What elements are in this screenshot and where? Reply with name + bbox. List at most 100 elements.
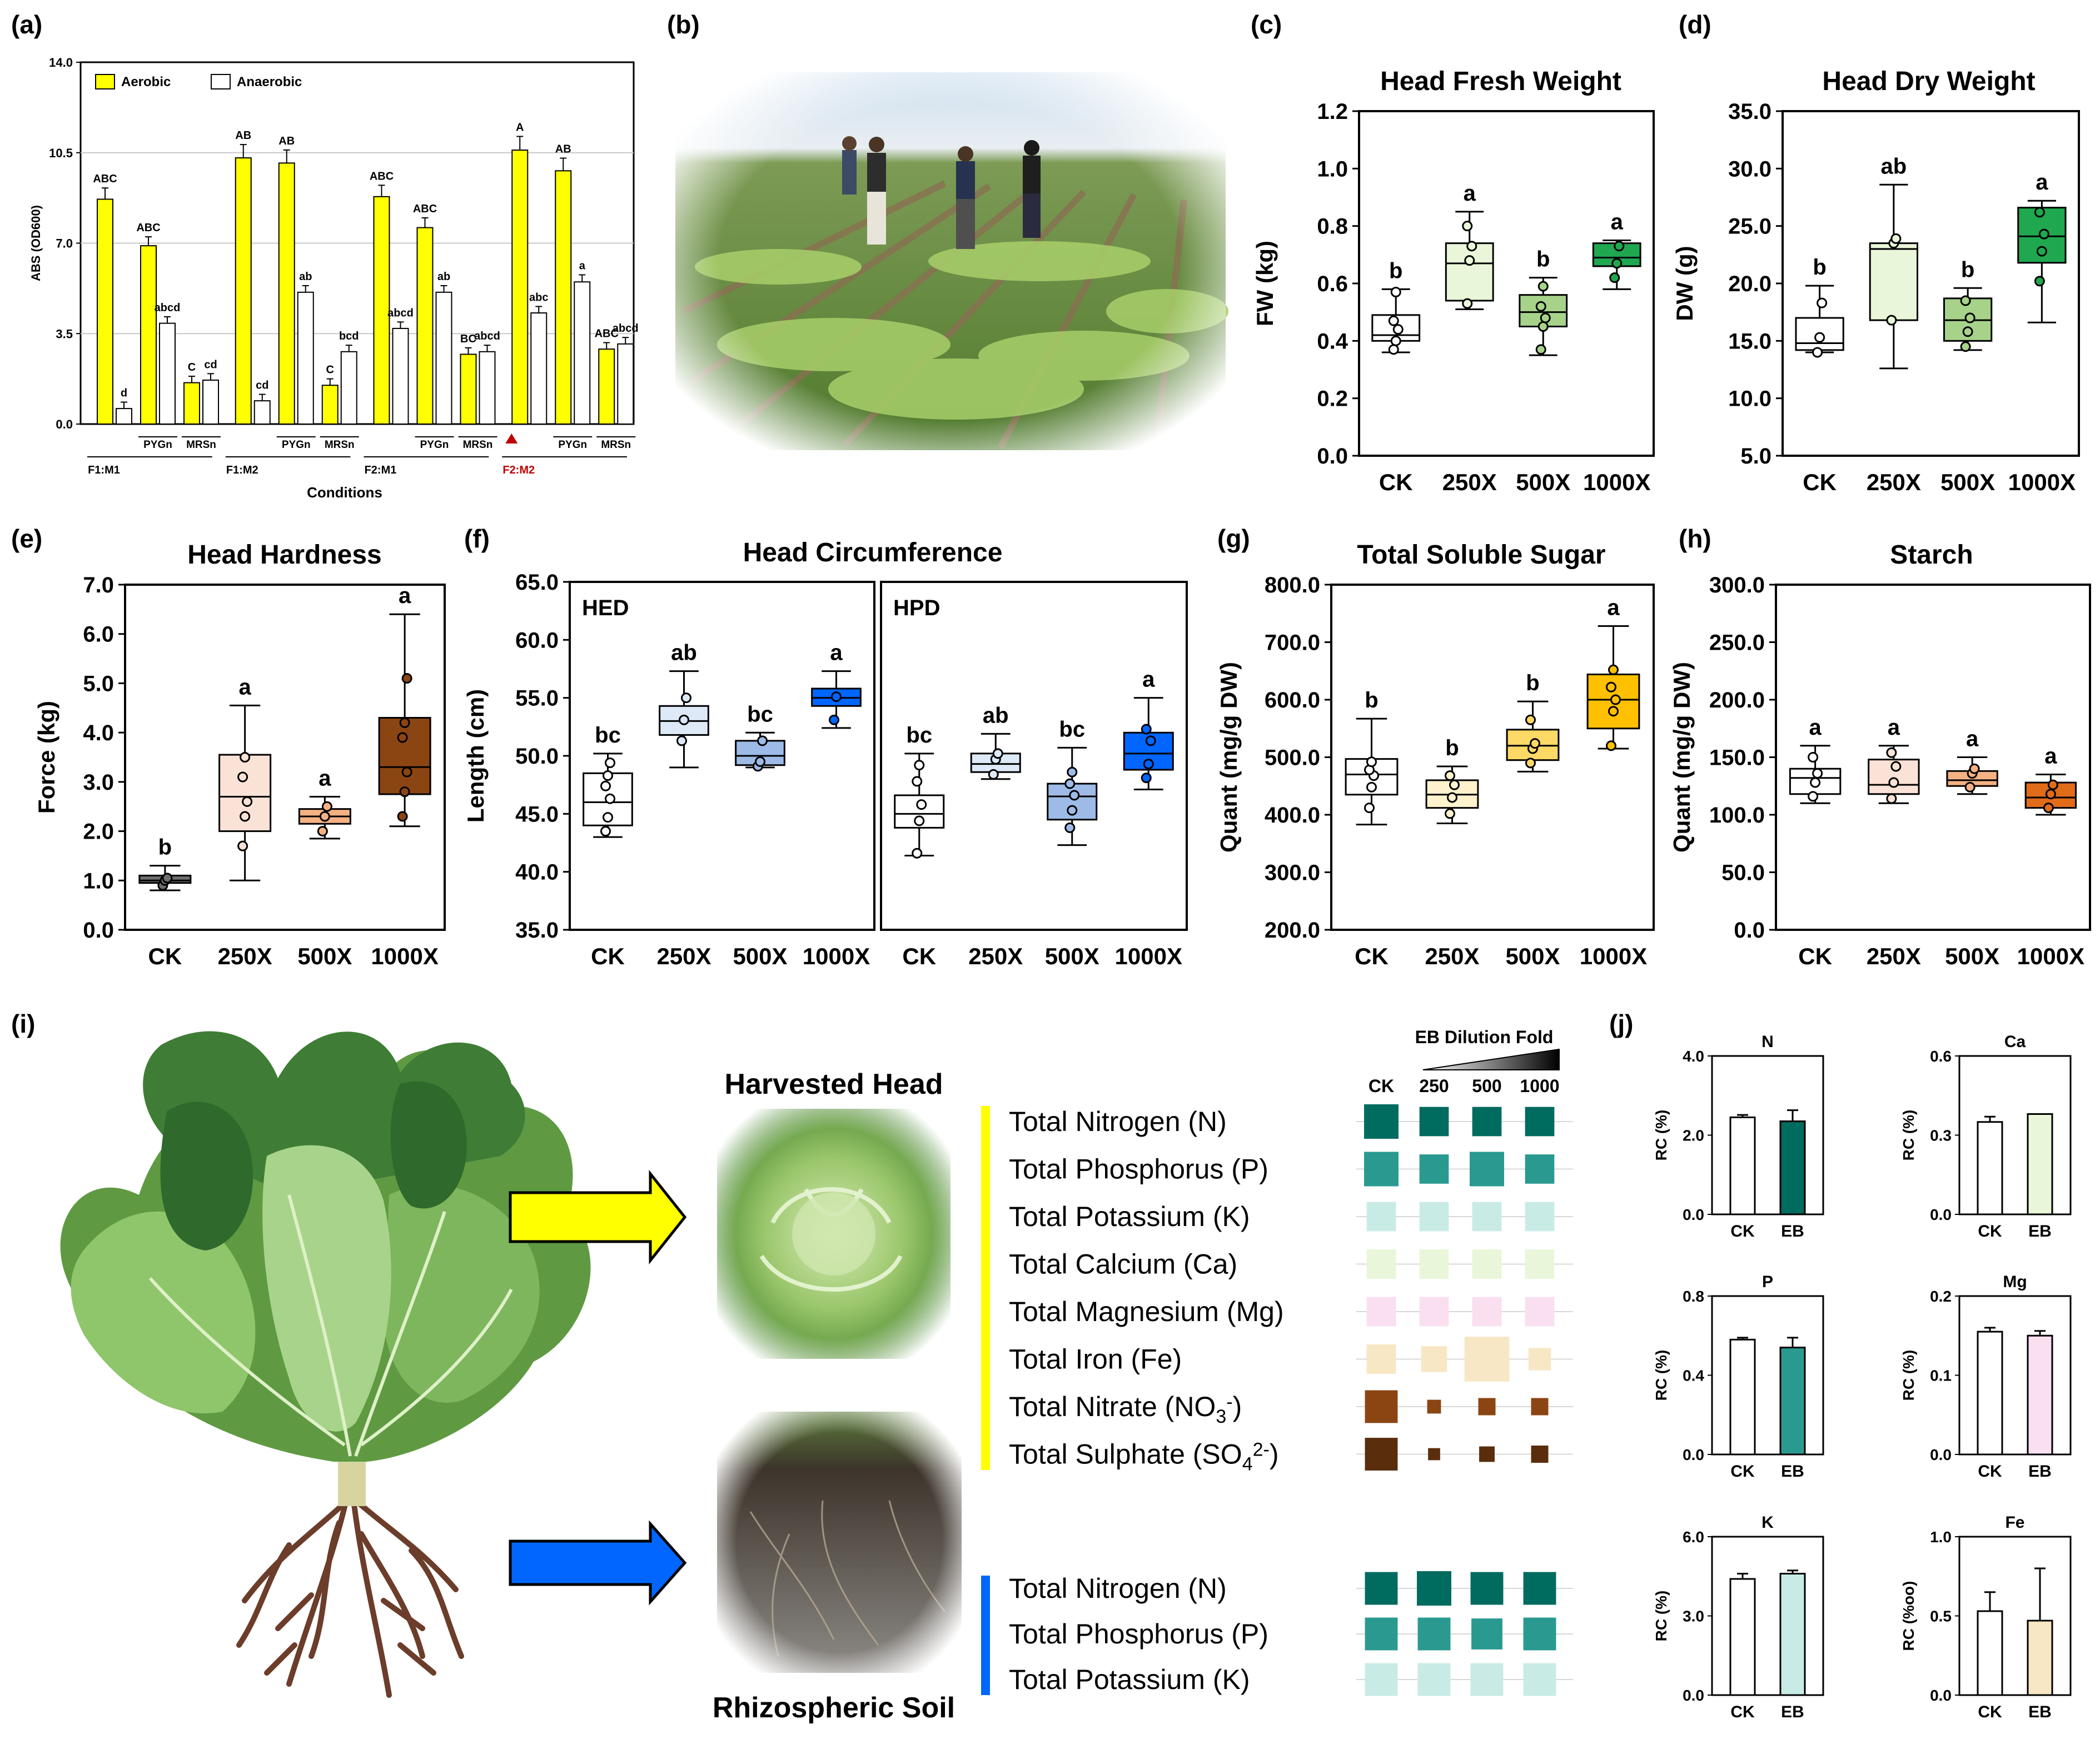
a-sub-label: PYGn	[420, 439, 449, 451]
data-point	[1366, 781, 1377, 793]
a-bar-letter: AB	[235, 129, 251, 142]
xtick-label: 1000X	[371, 943, 438, 969]
a-bar-letter: ABC	[93, 173, 117, 185]
panel-label-h: (h)	[1679, 524, 1711, 553]
a-sub-label: PYGn	[282, 439, 311, 451]
dilution-col-label: CK	[1369, 1076, 1394, 1096]
a-bar-letter: abcd	[613, 322, 639, 335]
significance-letter: a	[2036, 170, 2048, 195]
panel-e-frame	[124, 584, 446, 931]
head-row-label: Total Potassium (K)	[1009, 1201, 1250, 1232]
j-xtick-label: CK	[1978, 1703, 2002, 1721]
a-bar	[235, 157, 252, 425]
a-bar-letter: ab	[437, 271, 450, 283]
xtick-label: CK	[591, 943, 625, 969]
data-point	[237, 840, 248, 851]
ytick-label: 400.0	[1265, 803, 1320, 828]
xtick-label: 1000X	[1583, 469, 1650, 495]
data-point	[605, 793, 615, 804]
a-sub-label: PYGn	[143, 439, 172, 451]
ytick-label: 0.0	[83, 918, 114, 943]
head-heat-cell	[1364, 1152, 1399, 1187]
soil-row-label: Total Phosphorus (P)	[1009, 1618, 1268, 1650]
j-frame	[1958, 1536, 2072, 1696]
a-bar	[253, 400, 271, 425]
a-bar	[598, 348, 615, 425]
data-point	[1143, 759, 1154, 770]
panel-label-e: (e)	[11, 524, 42, 553]
a-bar	[159, 322, 176, 425]
xtick-label: 500X	[1516, 469, 1570, 495]
data-point	[321, 801, 332, 812]
ytick-label: 500.0	[1265, 746, 1320, 770]
panel-h-box-plot: 0.0 50.0 100.0 150.0 200.0 250.0 300.0 Quant (m…	[1669, 540, 2091, 969]
a-bar	[511, 150, 529, 425]
ytick-label: 3.0	[83, 770, 114, 795]
xtick-label: 1000X	[1580, 943, 1647, 969]
data-point	[2034, 276, 2045, 287]
head-heat-cell	[1419, 1107, 1449, 1137]
a-bar-letter: abcd	[474, 330, 500, 342]
j-frame	[1958, 1295, 2072, 1456]
a-sub-label: MRSn	[601, 439, 631, 451]
data-point	[1540, 312, 1551, 323]
j-ytick-label: 2.0	[1683, 1127, 1704, 1144]
data-point	[1960, 295, 1971, 306]
data-point	[603, 812, 613, 823]
data-point	[1886, 747, 1897, 758]
head-heat-cell	[1470, 1152, 1504, 1187]
head-heat-cell	[1472, 1297, 1502, 1327]
significance-letter: a	[1966, 727, 1979, 751]
a-bar-letter: d	[121, 387, 127, 399]
a-bar	[416, 227, 434, 425]
ytick-label: 60.0	[515, 628, 559, 652]
a-bar	[321, 385, 339, 425]
ytick-label: 600.0	[1265, 688, 1320, 712]
ylabel: Quant (mg/g DW)	[1669, 662, 1695, 853]
j-xtick-label: CK	[1730, 1703, 1755, 1721]
panel-labels: (a) (b) (c) (d) (e) (f) (g) (h) (i) (j)	[11, 10, 1711, 1038]
ytick-label: 55.0	[515, 686, 559, 711]
xtick-label: 500X	[1045, 943, 1099, 969]
a-legend-label-anaerobic: Anaerobic	[237, 74, 302, 89]
data-point	[1141, 773, 1152, 784]
ylabel: FW (kg)	[1252, 241, 1278, 326]
a-bar-letter: ABC	[370, 170, 394, 182]
a-bar-letter: ab	[299, 271, 312, 283]
a-group-label: F2:M1	[365, 464, 397, 476]
data-point	[1606, 740, 1616, 751]
ytick-label: 7.0	[83, 573, 114, 597]
ytick-label: 50.0	[515, 744, 559, 769]
j-title: K	[1761, 1513, 1774, 1532]
j-bar	[1779, 1347, 1806, 1456]
significance-letter: a	[1888, 715, 1900, 740]
panel-g-frame	[1330, 584, 1655, 931]
data-point	[2038, 228, 2049, 240]
head-heat-cell	[1525, 1297, 1555, 1327]
data-point	[755, 756, 765, 767]
box	[1869, 242, 1919, 321]
data-point	[237, 771, 248, 783]
data-point	[1466, 241, 1477, 252]
j-xtick-label: CK	[1978, 1222, 2002, 1240]
j-xtick-label: CK	[1730, 1222, 1755, 1240]
xtick-label: 250X	[1867, 469, 1921, 495]
j-ytick-label: 6.0	[1683, 1528, 1704, 1546]
data-point	[603, 770, 613, 781]
j-frame	[1711, 1295, 1824, 1456]
data-point	[757, 735, 768, 746]
data-point	[912, 848, 923, 859]
xtick-label: CK	[148, 943, 182, 969]
j-ytick-label: 0.0	[1930, 1206, 1952, 1223]
j-bar	[2027, 1113, 2053, 1215]
soil-heat-cell	[1523, 1572, 1556, 1605]
data-point	[397, 811, 408, 822]
data-point	[1812, 347, 1823, 358]
a-sub-label: MRSn	[463, 439, 493, 451]
data-point	[1067, 766, 1078, 778]
panel-label-a: (a)	[11, 10, 42, 39]
soil-heat-cell	[1365, 1663, 1398, 1696]
xtick-label: 500X	[1505, 943, 1560, 969]
significance-letter: a	[1464, 181, 1476, 206]
j-ytick-label: 0.3	[1930, 1127, 1952, 1144]
